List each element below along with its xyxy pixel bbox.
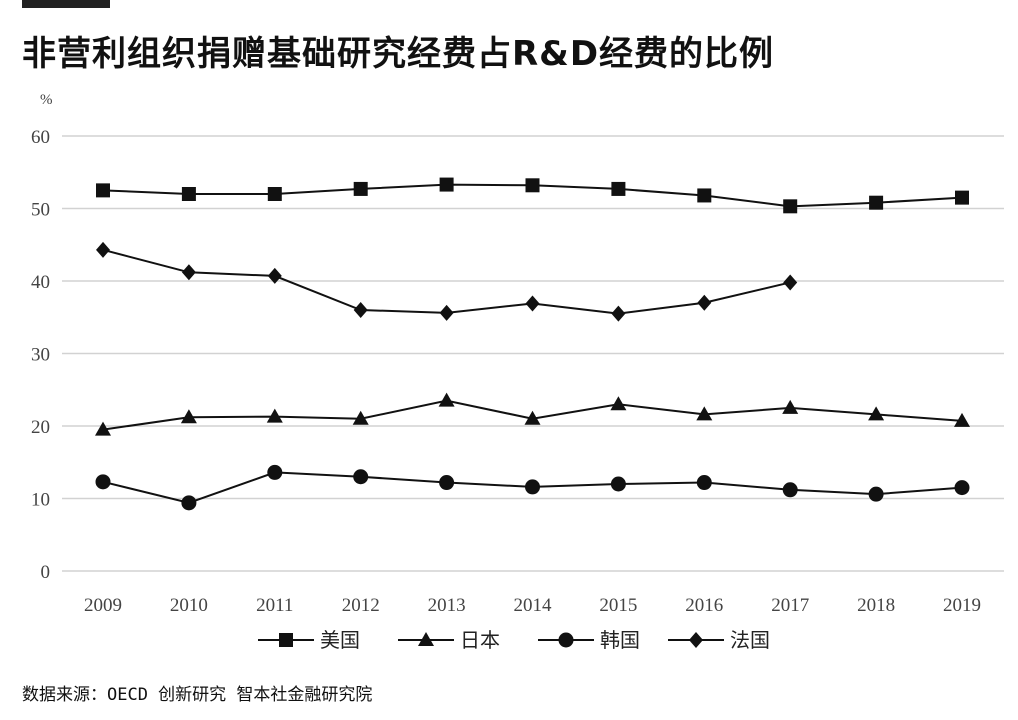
source-note: 数据来源：OECD 创新研究 智本社金融研究院 bbox=[22, 685, 373, 705]
data-point-circle bbox=[267, 464, 283, 480]
data-point-triangle bbox=[266, 408, 283, 423]
legend-item: 美国 bbox=[258, 628, 360, 652]
data-point-diamond bbox=[783, 274, 798, 291]
series-circle bbox=[95, 464, 970, 511]
x-tick-label: 2011 bbox=[256, 595, 293, 616]
y-tick-label: 30 bbox=[31, 345, 50, 366]
data-point-triangle bbox=[180, 409, 197, 424]
y-axis-label: % bbox=[40, 92, 53, 108]
series-square bbox=[96, 177, 969, 214]
y-tick-label: 10 bbox=[31, 490, 50, 511]
data-point-triangle bbox=[352, 410, 369, 425]
x-tick-label: 2018 bbox=[857, 595, 895, 616]
data-point-triangle bbox=[438, 392, 455, 407]
data-point-diamond bbox=[439, 304, 454, 321]
data-point-triangle bbox=[610, 396, 627, 411]
x-tick-label: 2012 bbox=[342, 595, 380, 616]
data-point-diamond bbox=[96, 241, 110, 258]
top-accent-bar bbox=[22, 0, 110, 8]
legend-item: 法国 bbox=[668, 628, 770, 652]
data-point-square bbox=[783, 199, 798, 214]
data-point-diamond bbox=[689, 632, 703, 648]
legend-label: 韩国 bbox=[600, 628, 640, 652]
data-point-square bbox=[439, 177, 454, 192]
data-point-square bbox=[525, 178, 540, 193]
data-point-square bbox=[353, 181, 368, 196]
x-tick-label: 2013 bbox=[428, 595, 466, 616]
data-point-circle bbox=[782, 482, 798, 498]
y-tick-label: 50 bbox=[31, 200, 50, 221]
data-point-triangle bbox=[868, 406, 885, 421]
data-point-diamond bbox=[353, 302, 368, 318]
data-point-circle bbox=[353, 469, 369, 485]
series-triangle bbox=[95, 392, 970, 436]
data-point-circle bbox=[95, 474, 111, 490]
data-point-diamond bbox=[611, 305, 626, 322]
data-point-circle bbox=[610, 476, 626, 492]
x-tick-label: 2016 bbox=[685, 595, 723, 616]
x-tick-label: 2017 bbox=[771, 595, 809, 616]
data-point-diamond bbox=[267, 267, 282, 284]
x-tick-label: 2015 bbox=[599, 595, 637, 616]
chart-title: 非营利组织捐赠基础研究经费占R&D经费的比例 bbox=[22, 34, 775, 74]
data-point-square bbox=[869, 195, 884, 210]
data-point-circle bbox=[696, 475, 712, 491]
data-point-diamond bbox=[697, 294, 712, 311]
x-tick-label: 2009 bbox=[84, 595, 122, 616]
y-tick-label: 20 bbox=[31, 417, 50, 438]
series-layer bbox=[95, 177, 970, 511]
data-point-square bbox=[279, 633, 293, 647]
data-point-square bbox=[267, 187, 282, 201]
data-point-circle bbox=[525, 479, 540, 495]
data-point-triangle bbox=[524, 410, 541, 425]
x-axis-ticks: 2009 2010 2011 2012 2013 2014 2015 2016 2017 2018… bbox=[84, 595, 981, 616]
data-point-circle bbox=[439, 475, 455, 491]
data-point-circle bbox=[558, 632, 574, 648]
data-point-triangle bbox=[782, 399, 799, 414]
series-diamond bbox=[96, 241, 798, 322]
legend-label: 美国 bbox=[320, 628, 360, 652]
x-tick-label: 2019 bbox=[943, 595, 981, 616]
data-point-square bbox=[611, 181, 626, 196]
data-point-diamond bbox=[181, 264, 196, 281]
legend-label: 法国 bbox=[730, 628, 770, 652]
legend-item: 韩国 bbox=[538, 628, 640, 652]
data-point-square bbox=[955, 190, 969, 205]
y-tick-label: 0 bbox=[41, 562, 51, 583]
data-point-circle bbox=[868, 486, 884, 502]
data-point-triangle bbox=[418, 632, 434, 646]
y-tick-label: 40 bbox=[31, 272, 50, 293]
y-tick-label: 60 bbox=[31, 127, 50, 148]
data-point-square bbox=[96, 183, 110, 198]
data-point-triangle bbox=[696, 406, 713, 421]
data-point-triangle bbox=[954, 412, 970, 427]
grid-lines bbox=[62, 135, 1004, 572]
data-point-circle bbox=[954, 480, 970, 496]
y-axis-ticks: 0 10 20 30 40 50 60 bbox=[31, 127, 50, 583]
data-point-triangle bbox=[95, 421, 111, 436]
x-tick-label: 2010 bbox=[170, 595, 208, 616]
data-point-circle bbox=[181, 495, 197, 511]
x-tick-label: 2014 bbox=[514, 595, 553, 616]
legend-label: 日本 bbox=[460, 628, 500, 652]
data-point-diamond bbox=[525, 295, 540, 312]
data-point-square bbox=[697, 188, 712, 203]
legend-item: 日本 bbox=[398, 628, 500, 652]
legend: 美国 日本 韩国 法国 bbox=[258, 628, 770, 652]
data-point-square bbox=[181, 187, 196, 201]
